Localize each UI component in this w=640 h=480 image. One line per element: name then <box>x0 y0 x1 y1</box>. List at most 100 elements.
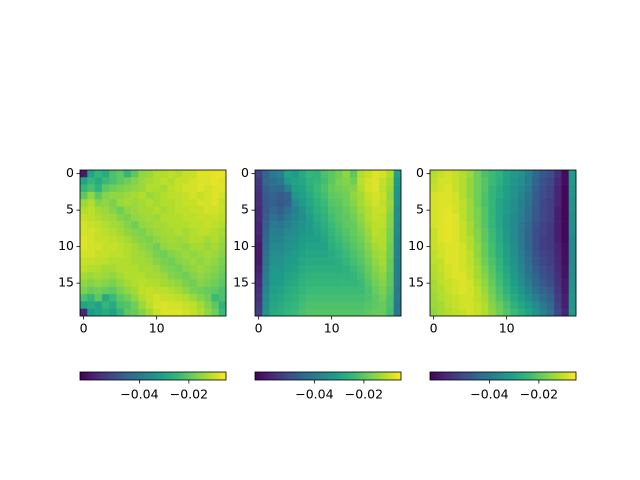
heatmap-cell <box>196 199 205 207</box>
heatmap-cell <box>174 199 183 207</box>
heatmap-cell <box>357 199 365 207</box>
heatmap-cell <box>204 177 212 185</box>
heatmap-cell <box>357 213 365 222</box>
heatmap-cell <box>160 228 168 236</box>
heatmap-cell <box>371 184 380 193</box>
heatmap-cell <box>145 221 154 229</box>
colorbar-frame <box>429 371 577 381</box>
heatmap-cell <box>174 177 183 185</box>
heatmap-cell <box>211 279 219 288</box>
heatmap-cell <box>357 294 365 302</box>
heatmap-cell <box>101 264 110 273</box>
heatmap-cell <box>349 235 358 244</box>
heatmap-cell <box>262 264 270 273</box>
heatmap-cell <box>539 286 548 295</box>
heatmap-cell <box>313 294 321 302</box>
heatmap-cell <box>349 301 358 309</box>
heatmap-cell <box>291 191 300 200</box>
heatmap-cell <box>342 213 351 222</box>
heatmap-cell <box>510 221 518 229</box>
heatmap-cell <box>430 279 438 288</box>
heatmap-cell <box>466 235 475 244</box>
heatmap-cell <box>320 279 329 288</box>
heatmap-cell <box>167 301 176 309</box>
heatmap-cell <box>306 264 314 273</box>
heatmap-cell <box>204 301 212 309</box>
heatmap-cell <box>524 301 533 309</box>
heatmap-cell <box>167 243 176 251</box>
heatmap-cell <box>554 206 562 215</box>
heatmap-cell <box>204 243 212 251</box>
heatmap-cell <box>276 206 285 215</box>
heatmap-cell <box>94 272 103 280</box>
heatmap-cell <box>503 206 511 215</box>
heatmap-cell <box>393 272 402 280</box>
heatmap-cell <box>342 308 351 317</box>
heatmap-cell <box>276 272 285 280</box>
heatmap-cell <box>262 213 270 222</box>
heatmap-cell <box>539 301 548 309</box>
heatmap-cell <box>153 294 161 302</box>
heatmap-cell <box>182 228 190 236</box>
heatmap-cell <box>561 279 569 288</box>
heatmap-cell <box>189 294 198 302</box>
heatmap-cell <box>488 206 496 215</box>
heatmap-cell <box>503 250 511 258</box>
heatmap-cell <box>561 272 569 280</box>
heatmap-cell <box>218 257 227 266</box>
heatmap-cell <box>298 191 307 200</box>
heatmap-cell <box>495 250 504 258</box>
y-tick-label: 10 <box>233 238 249 253</box>
heatmap-cell <box>349 257 358 266</box>
heatmap-cell <box>386 301 394 309</box>
heatmap-cell <box>204 272 212 280</box>
heatmap-cell <box>539 191 548 200</box>
heatmap-cell <box>451 294 460 302</box>
heatmap-cell <box>430 199 438 207</box>
heatmap-cell <box>276 250 285 258</box>
heatmap-cell <box>101 308 110 317</box>
axes-frame <box>254 169 402 317</box>
heatmap-cell <box>218 221 227 229</box>
heatmap-cell <box>342 250 351 258</box>
heatmap-cell <box>328 301 336 309</box>
heatmap-cell <box>145 294 154 302</box>
heatmap-cell <box>138 294 146 302</box>
heatmap-cell <box>87 228 95 236</box>
heatmap-cell <box>284 294 292 302</box>
heatmap-cell <box>568 177 577 185</box>
heatmap-cell <box>568 294 577 302</box>
heatmap-cell <box>306 294 314 302</box>
heatmap-cell <box>211 286 219 295</box>
heatmap-cell <box>364 206 373 215</box>
heatmap-cell <box>160 264 168 273</box>
heatmap-cell <box>466 286 475 295</box>
heatmap-cell <box>568 308 577 317</box>
heatmap-cell <box>357 279 365 288</box>
heatmap-cell <box>328 264 336 273</box>
heatmap-cell <box>546 206 555 215</box>
heatmap-cell <box>262 177 270 185</box>
heatmap-cell <box>393 286 402 295</box>
heatmap-cell <box>451 308 460 317</box>
heatmap-cell <box>196 257 205 266</box>
heatmap-cell <box>444 199 453 207</box>
heatmap-cell <box>517 243 526 251</box>
heatmap-cell <box>444 301 453 309</box>
heatmap-cell <box>189 177 198 185</box>
heatmap-cell <box>174 243 183 251</box>
heatmap-cell <box>276 279 285 288</box>
heatmap-cell <box>160 294 168 302</box>
heatmap-cell <box>466 206 475 215</box>
heatmap-cell <box>116 177 125 185</box>
heatmap-cell <box>87 235 95 244</box>
heatmap-cell <box>138 235 146 244</box>
heatmap-cell <box>451 301 460 309</box>
heatmap-cell <box>517 279 526 288</box>
heatmap-cell <box>473 177 482 185</box>
heatmap-cell <box>532 294 540 302</box>
heatmap-cell <box>371 257 380 266</box>
heatmap-cell <box>532 199 540 207</box>
heatmap-cell <box>386 177 394 185</box>
heatmap-cell <box>298 308 307 317</box>
